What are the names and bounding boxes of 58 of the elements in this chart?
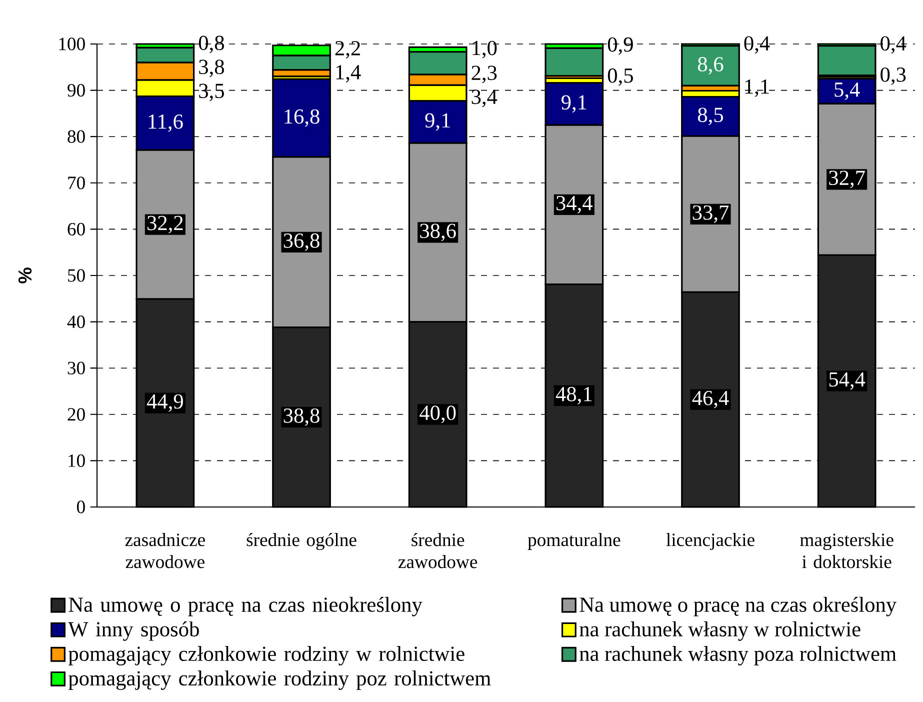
y-tick-label: 20: [68, 408, 85, 421]
data-label: 1,4: [336, 65, 361, 82]
x-tick-label: zasadnicze zawodowe: [125, 533, 205, 568]
legend-label: na rachunek własny w rolnictwie: [580, 621, 860, 641]
data-label: 46,4: [692, 390, 729, 408]
data-label: 0,9: [608, 37, 633, 55]
data-label: 38,6: [420, 224, 456, 242]
x-tick-label: średnie zawodowe: [398, 533, 478, 568]
y-tick-label: 70: [68, 176, 85, 190]
data-label: 34,4: [556, 196, 592, 214]
data-label: 48,1: [556, 386, 592, 404]
data-label: 40,0: [420, 406, 456, 424]
legend-label: W inny sposób: [68, 621, 199, 641]
data-label: 54,4: [829, 372, 866, 390]
x-tick-label: licencjackie: [666, 533, 754, 550]
data-label: 2,2: [335, 41, 360, 59]
data-label: 1,0: [472, 40, 497, 58]
y-tick-label: 0: [77, 500, 85, 514]
data-label: 0,4: [744, 36, 770, 54]
data-label: 11,6: [148, 114, 183, 132]
data-label: 0,5: [608, 68, 633, 86]
data-label: 1,1: [745, 80, 769, 97]
y-axis-title: %: [18, 268, 32, 284]
legend-label: pomagający członkowie rodziny poz rolnictwem: [68, 670, 491, 690]
data-label: 3,4: [472, 90, 498, 108]
data-label: 9,1: [562, 95, 586, 113]
data-label: 0,8: [198, 36, 224, 54]
x-tick-label: średnie ogólne: [246, 533, 356, 550]
data-label: 33,7: [692, 205, 729, 223]
data-label: 9,1: [425, 113, 450, 131]
data-label: 3,5: [199, 84, 224, 102]
data-label: 0,3: [880, 67, 906, 85]
x-tick-label: magisterskie i doktorskie: [800, 533, 894, 568]
y-tick-label: 100: [59, 38, 85, 50]
data-label: 0,4: [880, 36, 906, 54]
data-label: 44,9: [146, 394, 183, 412]
legend-label: na rachunek własny poza rolnictwem: [580, 646, 896, 666]
data-label: 3,8: [199, 60, 224, 78]
y-tick-label: 10: [68, 454, 85, 467]
legend-label: Na umowę o pracę na czas nieokreślony: [68, 596, 422, 616]
data-label: 32,2: [148, 216, 183, 234]
y-tick-label: 40: [67, 315, 85, 328]
y-tick-label: 90: [68, 84, 85, 97]
data-label: 38,8: [284, 408, 320, 426]
data-label: 32,7: [829, 170, 865, 188]
data-label: 8,6: [698, 57, 724, 74]
y-tick-label: 30: [68, 362, 85, 374]
data-label: 16,8: [284, 109, 320, 127]
data-label: 2,3: [472, 66, 497, 84]
x-tick-label: pomaturalne: [528, 533, 620, 550]
legend-label: Na umowę o pracę na czas określony: [580, 596, 896, 616]
y-tick-label: 60: [68, 222, 85, 236]
y-tick-label: 50: [68, 269, 85, 282]
data-label: 5,4: [834, 82, 860, 100]
data-label: 8,5: [698, 108, 723, 126]
y-tick-label: 80: [68, 130, 85, 143]
data-label: 36,8: [284, 233, 320, 251]
legend-label: pomagający członkowie rodziny w rolnictwie: [68, 646, 464, 666]
